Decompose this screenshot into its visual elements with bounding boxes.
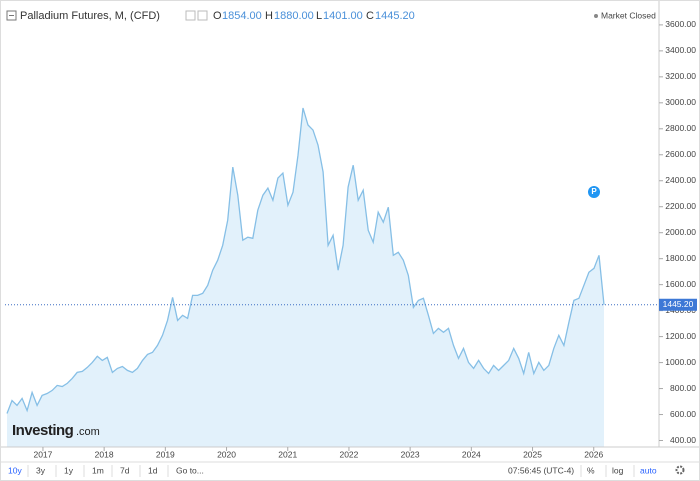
y-tick-label: 2200.00 [665,201,696,211]
y-tick-label: 2400.00 [665,175,696,185]
line [6,107,605,414]
ohlc-key: C [366,10,374,22]
ohlc-value: 1445.20 [375,10,415,22]
y-tick-label: 2600.00 [665,149,696,159]
event-marker[interactable] [588,186,600,198]
range-button[interactable]: 7d [120,465,130,475]
y-tick-label: 800.00 [670,383,696,393]
plot-area [6,107,605,447]
range-button[interactable]: 3y [36,465,46,475]
clock: 07:56:45 (UTC-4) [508,465,574,475]
last-price-label: 1445.20 [663,299,694,309]
settings-button[interactable] [675,465,685,475]
title: Palladium Futures, M, (CFD) [20,10,160,22]
area [7,108,604,447]
y-tick-label: 1000.00 [665,357,696,367]
y-tick-label: 3200.00 [665,71,696,81]
x-tick-label: 2023 [401,449,420,459]
icon[interactable] [185,10,196,21]
watermark: Investing [12,422,74,439]
x-tick-label: 2019 [156,449,175,459]
x-tick-label: 2025 [523,449,542,459]
y-tick-label: 1200.00 [665,331,696,341]
last-price-box [659,298,697,311]
ohlc-key: L [316,10,322,22]
ohlc-value: 1880.00 [274,10,314,22]
y-tick-label: 1600.00 [665,279,696,289]
market-status: Market Closed [601,10,656,20]
goto-button[interactable]: Go to... [176,465,204,475]
y-tick-label: 3000.00 [665,97,696,107]
range-button[interactable]: 1y [64,465,74,475]
x-tick-label: 2024 [462,449,481,459]
x-tick-label: 2020 [217,449,236,459]
collapse-icon[interactable] [6,10,17,21]
event-marker-label: P [591,187,597,196]
ohlc-key: O [213,10,222,22]
icon[interactable] [197,10,208,21]
option-button[interactable]: % [587,465,595,475]
y-tick-label: 3400.00 [665,45,696,55]
ohlc-key: H [265,10,273,22]
x-tick-label: 2018 [95,449,114,459]
price-axis [659,1,699,447]
watermark: .com [76,426,100,438]
ohlc-value: 1854.00 [222,10,262,22]
toolbar: 10y 3y 1y 1m 7d 1d Go to... 07:56:45 (UTC-4)% lo… [8,465,685,477]
range-button[interactable]: 10y [8,465,22,475]
y-tick-label: 600.00 [670,409,696,419]
range-button[interactable]: 1m [92,465,104,475]
x-tick-label: 2021 [278,449,297,459]
y-tick-label: 3600.00 [665,19,696,29]
x-tick-label: 2022 [339,449,358,459]
range-button[interactable]: 1d [148,465,158,475]
ohlc-value: 1401.00 [323,10,363,22]
y-tick-label: 2000.00 [665,227,696,237]
y-tick-label: 1800.00 [665,253,696,263]
y-tick-label: 400.00 [670,435,696,445]
status-dot [594,14,598,18]
x-tick-label: 2017 [33,449,52,459]
option-button[interactable]: log [612,465,624,475]
y-tick-label: 2800.00 [665,123,696,133]
option-button[interactable]: auto [640,465,657,475]
x-tick-label: 2026 [584,449,603,459]
